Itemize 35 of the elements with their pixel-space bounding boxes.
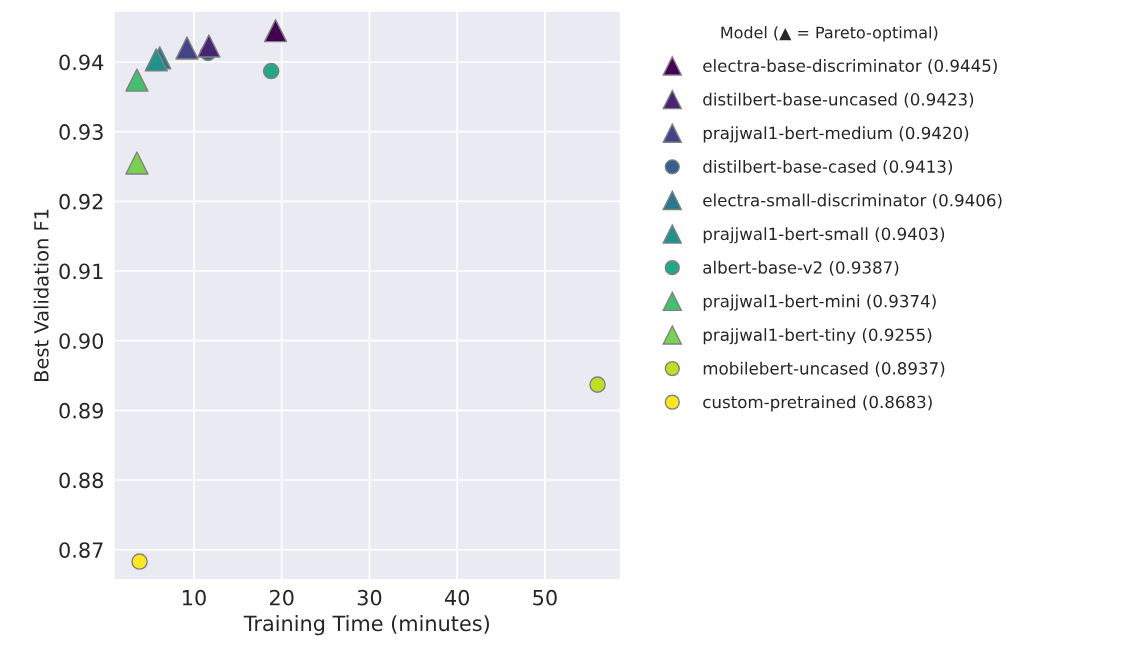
legend-label: prajjwal1-bert-small (0.9403) — [703, 227, 945, 244]
legend-label: distilbert-base-uncased (0.9423) — [703, 92, 974, 108]
legend-label: mobilebert-uncased (0.8937) — [703, 361, 945, 377]
legend-title: Model (▲ = Pareto-optimal) — [721, 26, 938, 42]
point — [197, 34, 221, 58]
y-axis-title: Best Validation F1 — [33, 209, 49, 381]
point — [175, 36, 199, 60]
legend-label: distilbert-base-cased (0.9413) — [703, 159, 953, 175]
y-tick-label: 0.91 — [59, 263, 103, 280]
legend-label: prajjwal1-bert-medium (0.9420) — [703, 126, 969, 143]
x-tick-label: 50 — [533, 589, 557, 606]
point — [263, 18, 288, 43]
point — [125, 68, 149, 92]
legend-label: prajjwal1-bert-tiny (0.9255) — [703, 328, 932, 345]
y-tick-label: 0.87 — [59, 542, 103, 558]
x-tick-label: 20 — [269, 589, 294, 606]
y-tick-label: 0.92 — [59, 193, 103, 210]
point — [262, 62, 280, 80]
y-tick-label: 0.93 — [59, 124, 103, 140]
y-tick-label: 0.94 — [59, 54, 104, 71]
x-tick-label: 40 — [444, 589, 470, 606]
legend-label: electra-base-discriminator (0.9445) — [703, 59, 997, 74]
legend-label: albert-base-v2 (0.9387) — [703, 260, 899, 276]
point — [589, 376, 606, 393]
point — [131, 553, 148, 570]
legend-label: custom-pretrained (0.8683) — [703, 395, 932, 412]
legend-label: electra-small-discriminator (0.9406) — [703, 193, 1002, 209]
x-axis-title: Training Time (minutes) — [243, 615, 489, 636]
y-tick-label: 0.90 — [59, 333, 104, 349]
x-tick-label: 30 — [357, 589, 382, 606]
y-tick-label: 0.88 — [59, 472, 103, 489]
y-tick-label: 0.89 — [59, 402, 103, 419]
point — [125, 151, 149, 175]
legend-label: prajjwal1-bert-mini (0.9374) — [703, 294, 936, 311]
x-tick-label: 10 — [183, 589, 206, 606]
